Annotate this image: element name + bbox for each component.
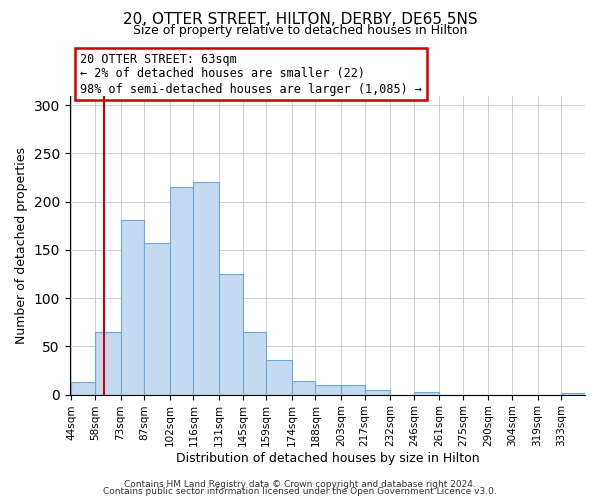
Text: Contains HM Land Registry data © Crown copyright and database right 2024.: Contains HM Land Registry data © Crown c… <box>124 480 476 489</box>
Text: 20 OTTER STREET: 63sqm
← 2% of detached houses are smaller (22)
98% of semi-deta: 20 OTTER STREET: 63sqm ← 2% of detached … <box>80 52 422 96</box>
X-axis label: Distribution of detached houses by size in Hilton: Distribution of detached houses by size … <box>176 452 479 465</box>
Bar <box>71 382 95 394</box>
Y-axis label: Number of detached properties: Number of detached properties <box>15 146 28 344</box>
Text: 20, OTTER STREET, HILTON, DERBY, DE65 5NS: 20, OTTER STREET, HILTON, DERBY, DE65 5N… <box>122 12 478 28</box>
Bar <box>365 390 390 394</box>
Bar <box>144 243 170 394</box>
Bar <box>121 220 144 394</box>
Bar <box>316 385 341 394</box>
Bar <box>414 392 439 394</box>
Bar <box>95 332 121 394</box>
Bar <box>219 274 242 394</box>
Bar <box>170 187 193 394</box>
Bar <box>561 392 585 394</box>
Text: Size of property relative to detached houses in Hilton: Size of property relative to detached ho… <box>133 24 467 37</box>
Bar <box>341 385 365 394</box>
Bar <box>193 182 219 394</box>
Text: Contains public sector information licensed under the Open Government Licence v3: Contains public sector information licen… <box>103 488 497 496</box>
Bar <box>242 332 266 394</box>
Bar <box>266 360 292 394</box>
Bar <box>292 381 316 394</box>
